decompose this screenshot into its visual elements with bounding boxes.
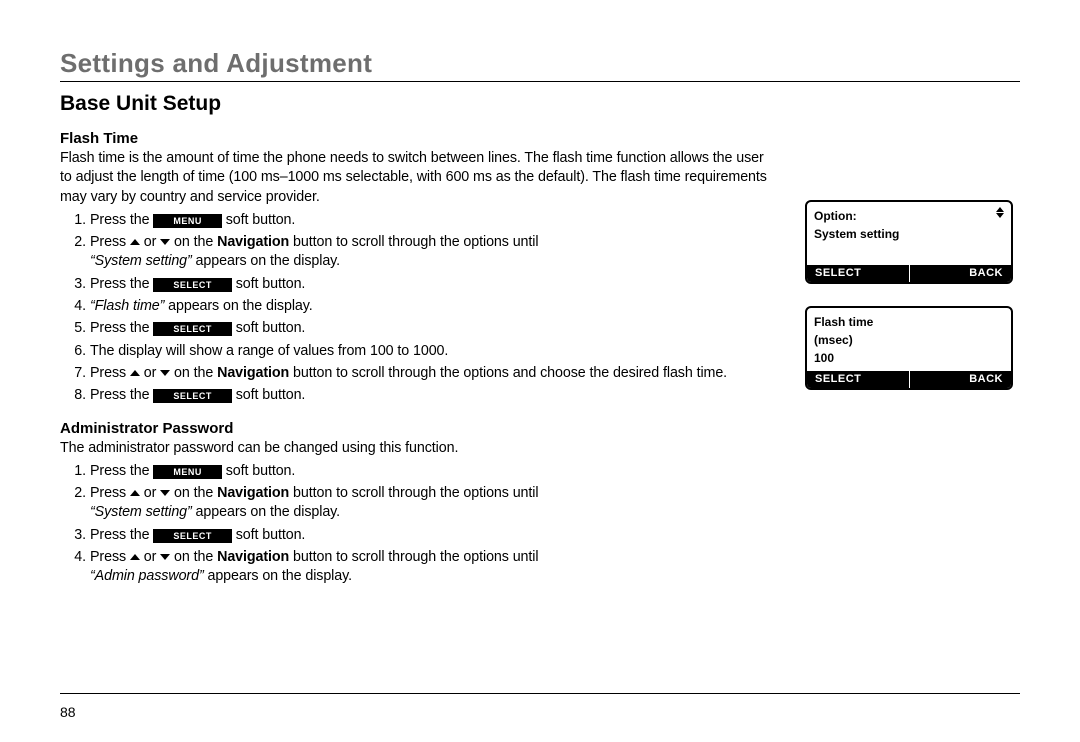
up-arrow-icon	[130, 490, 140, 496]
select-key-icon: SELECT	[153, 529, 232, 543]
chapter-title: Settings and Adjustment	[60, 48, 1020, 82]
down-arrow-icon	[160, 554, 170, 560]
menu-key-icon: MENU	[153, 214, 222, 228]
select-key-icon: SELECT	[153, 389, 232, 403]
step-4: Press or on the Navigation button to scr…	[60, 548, 767, 587]
down-arrow-icon	[160, 490, 170, 496]
step-3: Press the SELECT soft button.	[60, 526, 767, 545]
step-5: Press the SELECT soft button.	[60, 319, 767, 338]
step-1: Press the MENU soft button.	[60, 462, 767, 481]
lcd-softkey-back: BACK	[910, 265, 1012, 282]
admin-pw-intro: The administrator password can be change…	[60, 439, 767, 458]
lcd-screen-flashtime: Flash time (msec) 100 SELECT BACK	[805, 306, 1013, 390]
step-1: Press the MENU soft button.	[60, 211, 767, 230]
lcd-softkey-select: SELECT	[807, 371, 910, 388]
select-key-icon: SELECT	[153, 278, 232, 292]
step-4: “Flash time” appears on the display.	[60, 297, 767, 316]
step-6: The display will show a range of values …	[60, 342, 767, 361]
lcd-softkey-select: SELECT	[807, 265, 910, 282]
admin-pw-steps: Press the MENU soft button. Press or on …	[60, 462, 767, 587]
flash-time-heading: Flash Time	[60, 130, 767, 147]
section-title: Base Unit Setup	[60, 92, 1020, 116]
step-8: Press the SELECT soft button.	[60, 386, 767, 405]
updown-icon	[996, 207, 1004, 225]
admin-pw-heading: Administrator Password	[60, 420, 767, 437]
select-key-icon: SELECT	[153, 322, 232, 336]
footer-rule	[60, 693, 1020, 694]
menu-key-icon: MENU	[153, 465, 222, 479]
up-arrow-icon	[130, 239, 140, 245]
lcd-screen-option: Option: System setting SELECT BACK	[805, 200, 1013, 284]
step-3: Press the SELECT soft button.	[60, 275, 767, 294]
up-arrow-icon	[130, 554, 140, 560]
step-2: Press or on the Navigation button to scr…	[60, 484, 767, 523]
step-2: Press or on the Navigation button to scr…	[60, 233, 767, 272]
lcd-softkey-back: BACK	[910, 371, 1012, 388]
page-number: 88	[60, 704, 76, 720]
down-arrow-icon	[160, 239, 170, 245]
down-arrow-icon	[160, 370, 170, 376]
flash-time-steps: Press the MENU soft button. Press or on …	[60, 211, 767, 406]
flash-time-intro: Flash time is the amount of time the pho…	[60, 149, 767, 207]
up-arrow-icon	[130, 370, 140, 376]
step-7: Press or on the Navigation button to scr…	[60, 364, 767, 383]
